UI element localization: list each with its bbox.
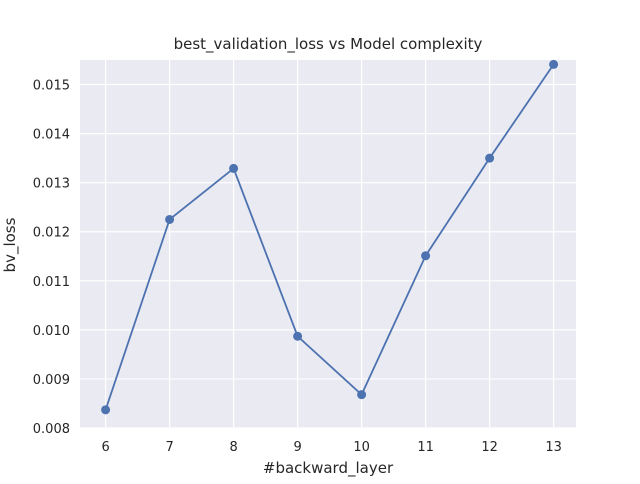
data-point bbox=[165, 214, 175, 224]
y-tick-label: 0.008 bbox=[33, 422, 70, 437]
y-tick-label: 0.014 bbox=[33, 128, 70, 143]
y-tick-label: 0.015 bbox=[33, 79, 70, 94]
data-point bbox=[293, 331, 303, 341]
x-tick-label: 7 bbox=[165, 440, 173, 455]
x-tick-label: 8 bbox=[229, 440, 237, 455]
tick-labels: 6 7 8 9 10 11 12 13 0.008 0.009 0.010 0.011 0.012 0.0… bbox=[33, 79, 562, 455]
data-point bbox=[229, 163, 239, 173]
x-tick-label: 10 bbox=[353, 440, 370, 455]
series-layer bbox=[101, 59, 559, 415]
data-point bbox=[357, 390, 367, 400]
x-tick-label: 9 bbox=[293, 440, 301, 455]
plot-background bbox=[80, 60, 576, 428]
x-tick-label: 13 bbox=[545, 440, 562, 455]
series-line bbox=[104, 63, 555, 411]
data-point bbox=[549, 59, 559, 69]
x-tick-label: 6 bbox=[101, 440, 109, 455]
y-tick-label: 0.011 bbox=[33, 275, 70, 290]
y-tick-label: 0.010 bbox=[33, 324, 70, 339]
grid-lines bbox=[80, 60, 576, 429]
data-point bbox=[101, 405, 111, 415]
y-tick-label: 0.012 bbox=[33, 226, 70, 241]
chart-title: best_validation_loss vs Model complexity bbox=[174, 35, 483, 54]
x-tick-label: 12 bbox=[481, 440, 498, 455]
y-tick-label: 0.009 bbox=[33, 373, 70, 388]
x-axis-label: #backward_layer bbox=[263, 459, 394, 478]
data-point bbox=[485, 153, 495, 163]
y-axis-label: bv_loss bbox=[1, 217, 20, 272]
x-tick-label: 11 bbox=[417, 440, 434, 455]
y-tick-label: 0.013 bbox=[33, 177, 70, 192]
data-point bbox=[421, 251, 431, 261]
